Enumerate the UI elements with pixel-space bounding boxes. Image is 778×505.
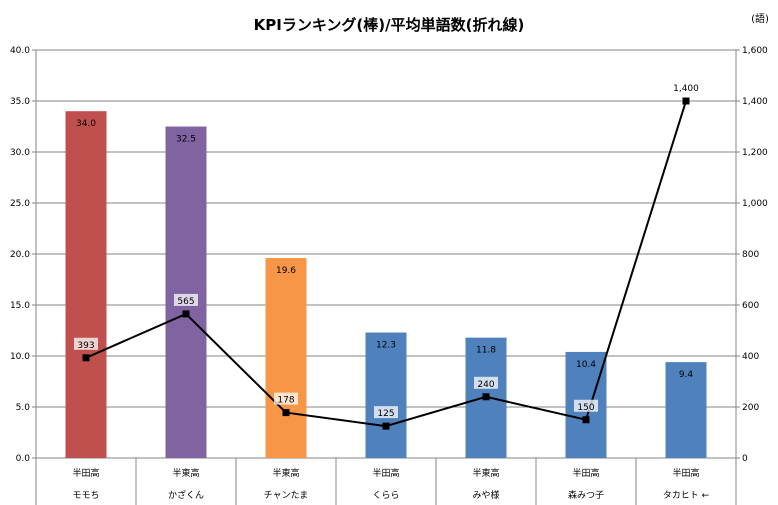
bar-value-label: 34.0 bbox=[76, 119, 96, 129]
category-name-label: くらら bbox=[372, 490, 399, 501]
bar bbox=[165, 126, 207, 458]
bar-value-label: 32.5 bbox=[176, 135, 196, 145]
line-value-label: 393 bbox=[77, 341, 94, 351]
category-school-label: 半田高 bbox=[672, 467, 699, 479]
bar-value-label: 19.6 bbox=[276, 266, 296, 276]
bar-value-label: 12.3 bbox=[376, 341, 396, 351]
category-name-label: チャンたま bbox=[264, 490, 309, 501]
category-name-label: タカヒト ← bbox=[663, 490, 710, 501]
bar-value-label: 9.4 bbox=[679, 370, 694, 380]
gridlines bbox=[36, 49, 736, 459]
category-school-label: 半田高 bbox=[372, 467, 399, 479]
left-tick-label: 40.0 bbox=[10, 46, 30, 56]
line-value-label: 178 bbox=[277, 396, 294, 406]
category-name-label: みや様 bbox=[472, 489, 499, 501]
bar bbox=[665, 362, 707, 458]
line-value-label: 125 bbox=[377, 409, 394, 419]
right-tick-label: 1,600 bbox=[742, 46, 768, 56]
bar bbox=[365, 332, 407, 458]
category-name-label: かざくん bbox=[168, 489, 204, 501]
right-tick-label: 800 bbox=[742, 250, 759, 260]
line-label-background bbox=[674, 81, 698, 93]
bar bbox=[65, 111, 107, 458]
category-school-label: 半田高 bbox=[72, 467, 99, 479]
left-tick-label: 30.0 bbox=[10, 148, 30, 158]
left-tick-label: 0.0 bbox=[16, 454, 31, 464]
line-value-label: 240 bbox=[477, 380, 494, 390]
line-marker bbox=[482, 393, 490, 401]
line-label-background bbox=[574, 399, 598, 412]
line-label-background bbox=[174, 293, 198, 306]
line-label-background bbox=[374, 406, 398, 419]
line-marker bbox=[282, 409, 290, 417]
left-tick-label: 15.0 bbox=[10, 301, 30, 311]
bar bbox=[265, 258, 307, 458]
right-tick-label: 1,000 bbox=[742, 199, 768, 209]
right-tick-label: 1,200 bbox=[742, 148, 768, 158]
category-school-label: 半東高 bbox=[472, 467, 499, 479]
line-label-background bbox=[74, 337, 98, 350]
category-school-label: 半田高 bbox=[572, 467, 599, 479]
line-series bbox=[82, 97, 690, 430]
category-name-label: 森みつ子 bbox=[568, 489, 604, 501]
left-tick-label: 20.0 bbox=[10, 250, 30, 260]
category-school-label: 半東高 bbox=[272, 467, 299, 479]
line-marker bbox=[682, 97, 690, 105]
line-label-background bbox=[274, 392, 298, 405]
category-name-label: モモち bbox=[72, 490, 99, 501]
line-marker bbox=[382, 422, 390, 430]
right-tick-label: 600 bbox=[742, 301, 759, 311]
right-tick-label: 400 bbox=[742, 352, 759, 362]
data-labels: 34.0 32.5 19.6 12.3 11.8 10.4 9.4 393 565 178 125 2… bbox=[74, 81, 699, 419]
line-marker bbox=[82, 354, 90, 362]
bar-value-label: 10.4 bbox=[576, 360, 596, 370]
left-tick-label: 35.0 bbox=[10, 97, 30, 107]
bar-series bbox=[65, 111, 707, 458]
line-value-label: 150 bbox=[577, 403, 594, 413]
line-marker bbox=[582, 416, 590, 424]
right-axis-unit: (語) bbox=[751, 12, 769, 25]
right-tick-label: 200 bbox=[742, 403, 759, 413]
left-tick-label: 10.0 bbox=[10, 352, 30, 362]
axes: 0.0 5.0 10.0 15.0 20.0 25.0 30.0 35.0 40.0 0 200 40… bbox=[10, 46, 768, 505]
category-school-label: 半東高 bbox=[172, 467, 199, 479]
right-tick-label: 0 bbox=[742, 454, 748, 464]
line-marker bbox=[182, 310, 190, 318]
line-value-label: 1,400 bbox=[673, 84, 699, 94]
right-tick-label: 1,400 bbox=[742, 97, 768, 107]
left-tick-label: 25.0 bbox=[10, 199, 30, 209]
left-tick-label: 5.0 bbox=[16, 403, 31, 413]
bar-value-label: 11.8 bbox=[476, 346, 496, 356]
line-label-background bbox=[474, 376, 498, 389]
line-value-label: 565 bbox=[177, 297, 194, 307]
chart-title: KPIランキング(棒)/平均単語数(折れ線) bbox=[254, 16, 525, 34]
